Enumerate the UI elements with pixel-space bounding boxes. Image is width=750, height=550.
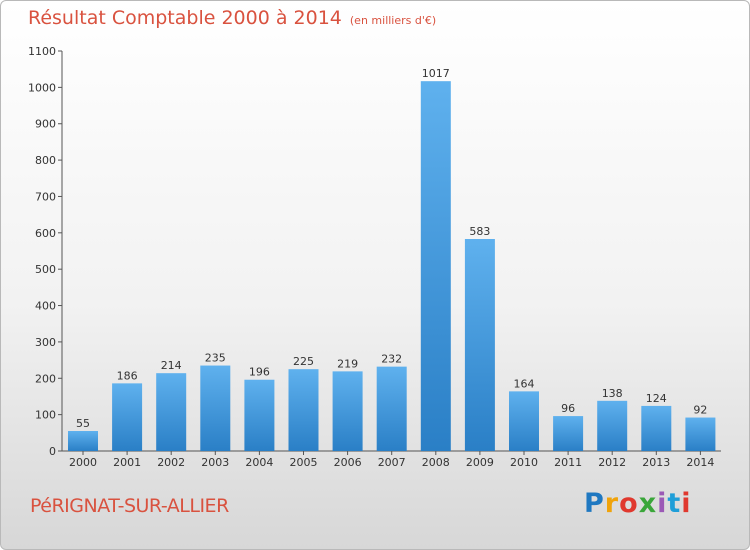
bar	[376, 366, 407, 451]
logo-letter: t	[667, 488, 682, 519]
x-tick-label: 2003	[201, 456, 229, 469]
x-tick-label: 2014	[686, 456, 714, 469]
bar	[597, 400, 628, 451]
bar-value-label: 232	[381, 353, 402, 366]
bar-value-label: 55	[76, 417, 90, 430]
bar	[420, 81, 451, 451]
y-tick-label: 500	[35, 263, 56, 276]
y-tick-label: 200	[35, 372, 56, 385]
bar-value-label: 96	[561, 402, 575, 415]
bar-value-label: 164	[514, 377, 535, 390]
x-tick-label: 2013	[642, 456, 670, 469]
bar	[509, 391, 539, 451]
bar-value-label: 225	[293, 355, 314, 368]
y-tick-label: 1100	[28, 45, 56, 58]
bar-value-label: 214	[161, 359, 182, 372]
bar-value-label: 186	[117, 369, 138, 382]
bar-value-label: 124	[646, 392, 667, 405]
y-tick-label: 1000	[28, 81, 56, 94]
bar-value-label: 219	[337, 357, 358, 370]
y-tick-label: 700	[35, 190, 56, 203]
proxiti-logo: Proxiti	[584, 488, 692, 519]
bar	[112, 383, 143, 451]
bar	[288, 369, 319, 451]
x-tick-label: 2010	[510, 456, 538, 469]
bar-value-label: 138	[602, 387, 623, 400]
logo-letter: i	[657, 488, 668, 519]
commune-name: PéRIGNAT-SUR-ALLIER	[30, 495, 229, 517]
bar	[553, 416, 584, 451]
y-tick-label: 400	[35, 300, 56, 313]
bar	[332, 371, 363, 451]
y-tick-label: 0	[49, 445, 56, 458]
bar-value-label: 92	[693, 404, 707, 417]
x-tick-label: 2005	[290, 456, 318, 469]
bar	[156, 373, 187, 451]
logo-letter: o	[619, 488, 639, 519]
chart-title: Résultat Comptable 2000 à 2014 (en millie…	[28, 7, 436, 29]
bar-value-label: 235	[205, 352, 226, 365]
chart-unit: (en milliers d'€)	[349, 14, 437, 27]
bar-value-label: 196	[249, 366, 270, 379]
bar	[200, 365, 231, 451]
x-tick-label: 2009	[466, 456, 494, 469]
bar-value-label: 583	[469, 225, 490, 238]
x-tick-label: 2007	[378, 456, 406, 469]
bar	[244, 379, 275, 451]
logo-letter: P	[584, 488, 605, 519]
y-tick-label: 100	[35, 409, 56, 422]
bar	[464, 239, 495, 451]
y-tick-label: 300	[35, 336, 56, 349]
y-tick-label: 900	[35, 118, 56, 131]
bar-value-label: 1017	[422, 67, 450, 80]
bar	[641, 405, 672, 451]
x-tick-label: 2006	[334, 456, 362, 469]
x-tick-label: 2001	[113, 456, 141, 469]
logo-letter: i	[681, 488, 692, 519]
x-tick-label: 2011	[554, 456, 582, 469]
bar	[685, 417, 716, 451]
y-tick-label: 800	[35, 154, 56, 167]
y-tick-label: 600	[35, 227, 56, 240]
x-tick-label: 2004	[245, 456, 273, 469]
chart-title-text: Résultat Comptable 2000 à 2014	[28, 7, 342, 29]
x-tick-label: 2002	[157, 456, 185, 469]
bar	[68, 431, 98, 451]
x-tick-label: 2000	[69, 456, 97, 469]
logo-letter: r	[604, 488, 620, 519]
logo-letter: x	[638, 488, 658, 519]
x-tick-label: 2008	[422, 456, 450, 469]
x-tick-label: 2012	[598, 456, 626, 469]
